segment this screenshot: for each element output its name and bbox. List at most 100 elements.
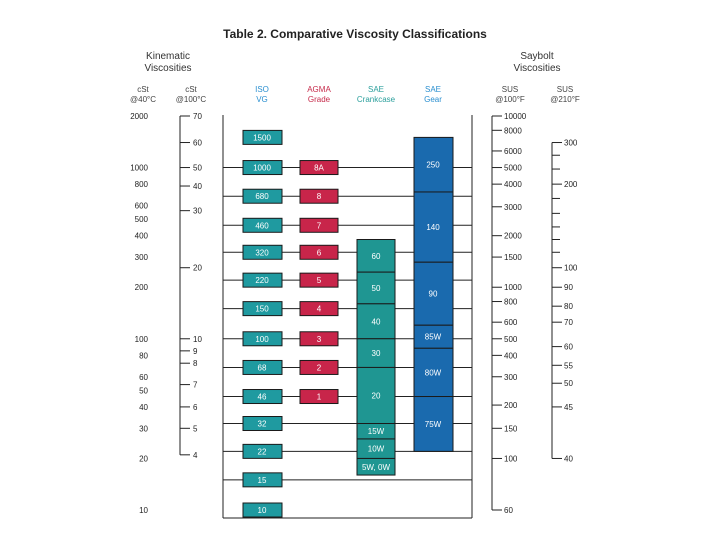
sus100-tick-label: 8000: [504, 126, 522, 135]
cst100-tick-label: 7: [193, 381, 198, 390]
sae-gear-label: 250: [426, 161, 440, 170]
sus100-tick-label: 6000: [504, 147, 522, 156]
cst40-tick-label: 60: [139, 373, 148, 382]
cst40-tick-label: 1000: [130, 164, 148, 173]
cst40-tick-label: 800: [135, 180, 149, 189]
iso-vg-label: 68: [258, 363, 267, 372]
sae-crankcase-segment: [356, 238, 396, 273]
iso-vg-box: [242, 443, 283, 459]
cst100-tick-label: 70: [193, 112, 202, 121]
agma-grade-box: [299, 301, 339, 317]
agma-grade-box: [299, 359, 339, 375]
cst100-tick-label: 50: [193, 164, 202, 173]
sus210-tick-label: 100: [564, 264, 578, 273]
kinematic-header-line2: Viscosities: [144, 63, 191, 74]
agma-grade-label: 7: [317, 221, 322, 230]
iso-vg-label: 1500: [253, 133, 271, 142]
sae-crankcase-label: 50: [372, 284, 381, 293]
sae-crankcase-segment: [356, 457, 396, 476]
iso-vg-label: 320: [255, 248, 269, 257]
saybolt-header-line2: Viscosities: [513, 63, 560, 74]
iso-vg-label: 1000: [253, 164, 271, 173]
sae-crankcase-segment: [356, 271, 396, 305]
sae-gear-segment: [413, 347, 454, 398]
cst40-tick-label: 30: [139, 424, 148, 433]
sus100-header-line2: @100°F: [495, 95, 525, 104]
sus100-tick-label: 3000: [504, 203, 522, 212]
sus210-tick-label: 45: [564, 403, 573, 412]
sus210-tick-label: 70: [564, 318, 573, 327]
cst40-tick-label: 80: [139, 351, 148, 360]
agma-grade-box: [299, 244, 339, 260]
chart-frame: [222, 115, 473, 519]
cst40-tick-label: 400: [135, 232, 149, 241]
cst100-header-line2: @100°C: [176, 95, 207, 104]
iso-vg-box: [242, 416, 283, 432]
agma-grade-label: 5: [317, 276, 322, 285]
cst100-tick-label: 30: [193, 207, 202, 216]
sus100-tick-label: 300: [504, 373, 518, 382]
sus210-header-line2: @210°F: [550, 95, 580, 104]
agma-grade-box: [299, 160, 339, 176]
iso-vg-label: 100: [255, 335, 269, 344]
sus210-tick-label: 55: [564, 361, 573, 370]
sae-gear-label: 80W: [425, 368, 442, 377]
iso-vg-box: [242, 188, 283, 204]
sus100-tick-label: 1500: [504, 253, 522, 262]
sae-crankcase-label: 20: [372, 391, 381, 400]
iso-vg-label: 220: [255, 276, 269, 285]
sus100-tick-label: 800: [504, 298, 518, 307]
cst40-tick-label: 20: [139, 454, 148, 463]
iso-vg-label: 150: [255, 305, 269, 314]
sus100-tick-label: 2000: [504, 232, 522, 241]
sus100-tick-label: 200: [504, 401, 518, 410]
cst40-tick-label: 100: [135, 335, 149, 344]
cst40-tick-label: 600: [135, 202, 149, 211]
sus210-tick-label: 90: [564, 283, 573, 292]
sus210-tick-label: 40: [564, 454, 573, 463]
cst100-tick-label: 10: [193, 335, 202, 344]
sae-crankcase-label: 60: [372, 252, 381, 261]
iso-vg-label: 15: [258, 476, 267, 485]
agma-grade-box: [299, 188, 339, 204]
sus100-header-line1: SUS: [502, 85, 518, 94]
sae-gear-segment: [413, 191, 454, 263]
agma-grade-label: 6: [317, 248, 322, 257]
iso-vg-box: [242, 272, 283, 288]
sus210-tick-label: 60: [564, 343, 573, 352]
iso-vg-box: [242, 359, 283, 375]
sae-crankcase-label: 5W, 0W: [362, 463, 390, 472]
sus100-tick-label: 400: [504, 351, 518, 360]
cst40-tick-label: 50: [139, 386, 148, 395]
sus100-tick-label: 100: [504, 454, 518, 463]
cst100-tick-label: 9: [193, 347, 198, 356]
cst100-tick-label: 5: [193, 424, 198, 433]
cst40-header-line2: @40°C: [130, 95, 156, 104]
iso-vg-box: [242, 472, 283, 488]
iso-vg-label: 32: [258, 420, 267, 429]
sus100-tick-label: 150: [504, 424, 518, 433]
agma-grade-box: [299, 389, 339, 405]
sus210-tick-label: 80: [564, 302, 573, 311]
sus100-tick-label: 500: [504, 335, 518, 344]
iso-vg-label: 10: [258, 506, 267, 515]
cst40-tick-label: 200: [135, 283, 149, 292]
agma-grade-label: 4: [317, 305, 322, 314]
agma-grade-label: 8: [317, 192, 322, 201]
sus210-header-line1: SUS: [557, 85, 573, 94]
iso-vg-box: [242, 217, 283, 233]
cst100-tick-label: 60: [193, 139, 202, 148]
cst100-tick-label: 8: [193, 359, 198, 368]
agma-grade-box: [299, 272, 339, 288]
sus100-tick-label: 5000: [504, 164, 522, 173]
iso-vg-box: [242, 389, 283, 405]
cst100-header-line1: cSt: [185, 85, 197, 94]
sus210-tick-label: 50: [564, 379, 573, 388]
sus210-tick-label: 300: [564, 139, 578, 148]
kinematic-header-line1: Kinematic: [146, 51, 190, 62]
iso-header-line1: ISO: [255, 85, 269, 94]
cst100-tick-label: 4: [193, 451, 198, 460]
classification-boxes: 150010006804603202201501006846322215108A…: [242, 129, 454, 518]
sae-crankcase-label: 10W: [368, 445, 385, 454]
iso-vg-label: 46: [258, 393, 267, 402]
